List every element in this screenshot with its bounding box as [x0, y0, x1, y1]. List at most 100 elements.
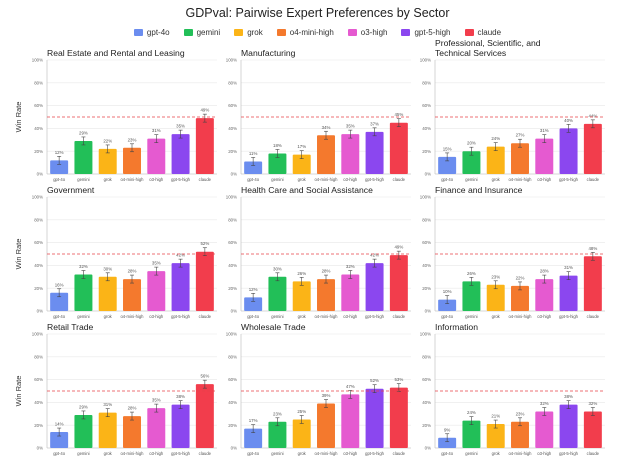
- data-label: 42%: [370, 253, 379, 258]
- y-tick-label: 0%: [425, 309, 431, 314]
- y-tick-label: 80%: [34, 80, 43, 85]
- bar: [535, 279, 554, 311]
- x-tick-label: claude: [587, 451, 600, 456]
- bar: [559, 128, 578, 174]
- data-label: 35%: [176, 124, 185, 129]
- bar: [171, 263, 190, 311]
- y-tick-label: 20%: [422, 423, 431, 428]
- subplot: Finance and Insurance 0% 20% 40% 60% 80% 100% 1…: [420, 185, 605, 319]
- x-tick-label: o3-high: [343, 314, 358, 319]
- data-label: 17%: [249, 418, 258, 423]
- y-tick-label: 0%: [37, 309, 43, 314]
- data-label: 21%: [491, 414, 500, 419]
- data-label: 14%: [55, 422, 64, 427]
- x-tick-label: gpt-5-high: [559, 451, 579, 456]
- y-tick-label: 0%: [231, 446, 237, 451]
- legend-item-claude: claude: [464, 28, 501, 37]
- x-tick-label: gpt-4o: [53, 314, 66, 319]
- x-tick-label: gemini: [465, 314, 477, 319]
- data-label: 37%: [370, 121, 379, 126]
- bar: [292, 419, 311, 448]
- y-tick-label: 20%: [34, 149, 43, 154]
- y-tick-label: 100%: [32, 332, 43, 337]
- x-tick-label: grok: [492, 177, 501, 182]
- bar: [486, 424, 505, 448]
- y-tick-label: 60%: [422, 377, 431, 382]
- x-tick-label: gpt-5-high: [365, 177, 385, 182]
- subplot-title: Information: [435, 322, 478, 332]
- bar: [583, 256, 602, 311]
- data-label: 47%: [346, 384, 355, 389]
- bar: [244, 161, 263, 174]
- x-tick-label: grok: [492, 451, 501, 456]
- legend-item-gpt-4o: gpt-4o: [133, 28, 170, 37]
- data-label: 28%: [540, 269, 549, 274]
- legend-item-grok: grok: [234, 28, 263, 37]
- bar: [195, 384, 214, 448]
- y-tick-label: 60%: [34, 103, 43, 108]
- x-tick-label: gpt-4o: [441, 314, 454, 319]
- y-tick-label: 60%: [34, 377, 43, 382]
- y-tick-label: 100%: [420, 195, 431, 200]
- bar: [389, 387, 408, 448]
- y-tick-label: 0%: [231, 309, 237, 314]
- data-label: 49%: [394, 245, 403, 250]
- y-tick-label: 20%: [422, 286, 431, 291]
- subplot: Retail Trade Win Rate 0% 20% 40% 60% 80% 100% 14…: [14, 322, 217, 456]
- y-tick-label: 40%: [228, 400, 237, 405]
- y-axis-label: Win Rate: [14, 239, 23, 270]
- x-tick-label: gemini: [465, 177, 477, 182]
- data-label: 27%: [516, 133, 525, 138]
- bar: [50, 432, 69, 448]
- x-tick-label: grok: [104, 451, 113, 456]
- legend-swatch: [276, 29, 286, 36]
- x-tick-label: grok: [298, 177, 307, 182]
- bar: [123, 416, 141, 448]
- data-label: 40%: [564, 118, 573, 123]
- bar: [171, 404, 190, 448]
- x-tick-label: o3-high: [149, 451, 164, 456]
- data-label: 34%: [322, 125, 331, 130]
- x-tick-label: grok: [298, 314, 307, 319]
- bar: [389, 255, 408, 311]
- x-tick-label: o3-high: [149, 177, 164, 182]
- data-label: 11%: [249, 151, 258, 156]
- subplot-title: Real Estate and Rental and Leasing: [47, 48, 185, 58]
- bar: [341, 394, 360, 448]
- bar: [365, 388, 384, 448]
- legend-swatch: [347, 29, 357, 36]
- data-label: 32%: [540, 401, 549, 406]
- data-label: 18%: [273, 143, 282, 148]
- y-tick-label: 20%: [34, 423, 43, 428]
- x-tick-label: o4-mini-high: [314, 177, 338, 182]
- bar: [438, 156, 457, 174]
- x-tick-label: gemini: [77, 177, 89, 182]
- data-label: 16%: [55, 282, 64, 287]
- data-label: 38%: [176, 394, 185, 399]
- y-tick-label: 80%: [422, 217, 431, 222]
- subplot: Government Win Rate 0% 20% 40% 60% 80% 100% 16% g…: [14, 185, 217, 319]
- y-tick-label: 80%: [228, 217, 237, 222]
- y-tick-label: 100%: [420, 58, 431, 63]
- x-tick-label: gemini: [271, 451, 283, 456]
- bar: [511, 421, 529, 448]
- legend-label: gpt-5-high: [414, 28, 451, 37]
- bar: [341, 274, 360, 311]
- y-tick-label: 80%: [34, 354, 43, 359]
- x-tick-label: gpt-4o: [441, 451, 454, 456]
- x-tick-label: gpt-5-high: [171, 451, 191, 456]
- data-label: 26%: [467, 271, 476, 276]
- data-label: 12%: [55, 150, 64, 155]
- data-label: 9%: [444, 427, 450, 432]
- bar: [244, 297, 263, 311]
- legend-item-gpt-5-high: gpt-5-high: [401, 28, 451, 37]
- bar: [147, 138, 166, 174]
- bar: [559, 404, 578, 448]
- data-label: 29%: [79, 130, 88, 135]
- bar: [583, 123, 602, 174]
- subplot: Information 0% 20% 40% 60% 80% 100% 9% gpt-4o 24%…: [420, 322, 605, 456]
- bar: [292, 281, 311, 311]
- data-label: 22%: [103, 138, 112, 143]
- x-tick-label: gpt-5-high: [171, 177, 191, 182]
